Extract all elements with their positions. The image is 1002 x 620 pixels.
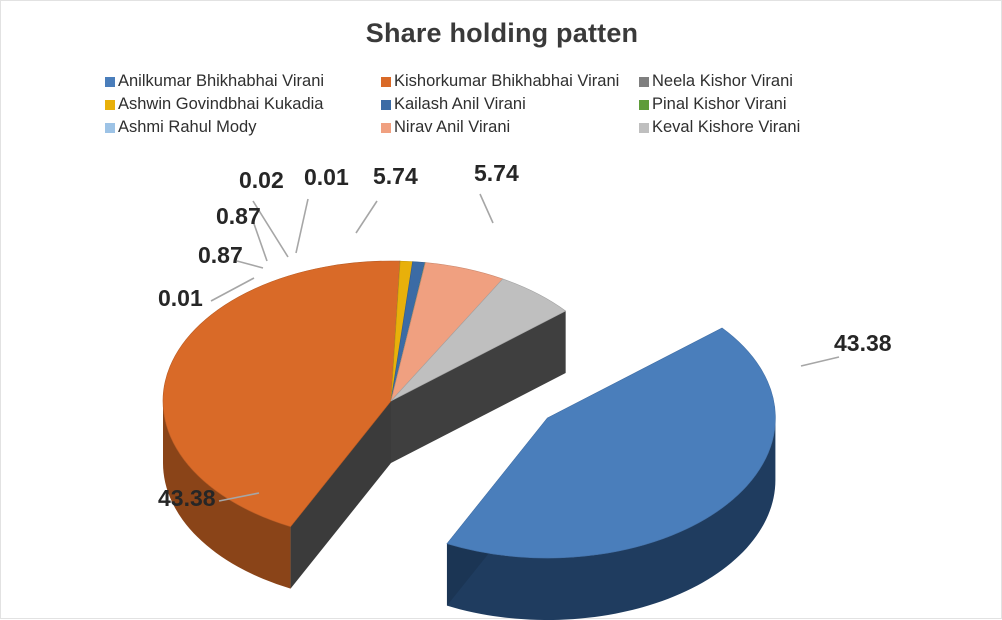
legend-swatch-anilkumar (105, 76, 115, 87)
leader-line-kailash-anil-virani (252, 220, 268, 262)
legend-item-keval-kishore-virani[interactable]: Keval Kishore Virani (639, 116, 800, 139)
legend-item-pinal-kishor-virani[interactable]: Pinal Kishor Virani (639, 93, 787, 116)
legend-label-keval: Keval Kishore Virani (652, 118, 801, 136)
leader-line-anilkumar-bhikhabhai-virani (800, 356, 840, 367)
pie-slice-keval-kishore-virani[interactable] (390, 278, 567, 402)
leader-line-kishorkumar-bhikhabhai-virani (218, 492, 260, 502)
legend-swatch-neela (639, 76, 649, 87)
data-label-ashwin-govindbhai-kukadia: 0.87 (198, 242, 243, 268)
pie-slice-anilkumar-bhikhabhai-virani[interactable] (446, 327, 776, 559)
pie-slices[interactable] (162, 260, 776, 620)
legend-item-anilkumar-bhikhabhai-virani[interactable]: Anilkumar Bhikhabhai Virani (105, 70, 324, 93)
leader-line-ashwin-govindbhai-kukadia (236, 260, 264, 269)
legend-swatch-nirav (381, 122, 391, 133)
legend-item-ashmi-rahul-mody[interactable]: Ashmi Rahul Mody (105, 116, 256, 139)
data-label-nirav-anil-virani: 5.74 (373, 163, 418, 189)
legend-label-anilkumar: Anilkumar Bhikhabhai Virani (118, 72, 325, 90)
legend-label-pinal: Pinal Kishor Virani (652, 95, 787, 113)
legend-item-kailash-anil-virani[interactable]: Kailash Anil Virani (381, 93, 526, 116)
legend-swatch-kailash (381, 99, 391, 110)
legend-label-kishorkumar: Kishorkumar Bhikhabhai Virani (394, 72, 620, 90)
legend-label-kailash: Kailash Anil Virani (394, 95, 526, 113)
pie-plot-area: 43.38 43.38 0.01 0.87 0.87 0.02 0.01 5.74 5.74 (1, 161, 1002, 620)
data-labels: 43.38 43.38 0.01 0.87 0.87 0.02 0.01 5.74 5.74 (158, 161, 892, 511)
legend-row: Ashwin Govindbhai Kukadia Kailash Anil V… (105, 93, 895, 116)
leader-line-keval-kishore-virani (479, 193, 494, 224)
data-label-kailash-anil-virani: 0.87 (216, 203, 261, 229)
data-label-kishorkumar-bhikhabhai-virani: 43.38 (158, 485, 216, 511)
chart-legend: Anilkumar Bhikhabhai Virani Kishorkumar … (105, 70, 895, 139)
pie-slice-side-kishorkumar-bhikhabhai-virani[interactable] (163, 401, 291, 589)
legend-swatch-kishorkumar (381, 76, 391, 87)
data-label-ashmi-rahul-mody: 0.01 (304, 164, 349, 190)
chart-title: Share holding patten (365, 18, 639, 48)
pie-chart-3d[interactable]: 43.38 43.38 0.01 0.87 0.87 0.02 0.01 5.74 5.74 (1, 161, 1002, 620)
legend-item-neela-kishor-virani[interactable]: Neela Kishor Virani (639, 70, 793, 93)
legend-item-kishorkumar-bhikhabhai-virani[interactable]: Kishorkumar Bhikhabhai Virani (381, 70, 619, 93)
leader-line-pinal-kishor-virani (252, 200, 289, 258)
pie-cut-wall-right[interactable] (391, 311, 566, 463)
legend-label-neela: Neela Kishor Virani (652, 72, 793, 90)
leader-line-nirav-anil-virani (355, 200, 378, 234)
legend-label-ashwin: Ashwin Govindbhai Kukadia (118, 95, 324, 113)
leader-line-ashmi-rahul-mody (295, 198, 309, 254)
legend-row: Anilkumar Bhikhabhai Virani Kishorkumar … (105, 70, 895, 93)
legend-item-nirav-anil-virani[interactable]: Nirav Anil Virani (381, 116, 510, 139)
legend-swatch-ashmi (105, 122, 115, 133)
leader-line-neela-kishor-virani (210, 277, 255, 302)
data-label-neela-kishor-virani: 0.01 (158, 285, 203, 311)
leader-lines (210, 193, 840, 502)
data-label-keval-kishore-virani: 5.74 (474, 161, 519, 186)
legend-swatch-pinal (639, 99, 649, 110)
data-label-anilkumar-bhikhabhai-virani: 43.38 (834, 330, 892, 356)
legend-label-ashmi: Ashmi Rahul Mody (118, 118, 257, 136)
pie-cut-wall-left[interactable] (290, 401, 391, 589)
data-label-pinal-kishor-virani: 0.02 (239, 167, 284, 193)
legend-swatch-keval (639, 122, 649, 133)
legend-swatch-ashwin (105, 99, 115, 110)
legend-row: Ashmi Rahul Mody Nirav Anil Virani Keval… (105, 116, 895, 139)
pie-slice-side-anilkumar-bhikhabhai-virani[interactable] (446, 418, 776, 620)
legend-item-ashwin-govindbhai-kukadia[interactable]: Ashwin Govindbhai Kukadia (105, 93, 323, 116)
pie-slice-kishorkumar-bhikhabhai-virani[interactable] (162, 260, 401, 528)
legend-label-nirav: Nirav Anil Virani (394, 118, 511, 136)
